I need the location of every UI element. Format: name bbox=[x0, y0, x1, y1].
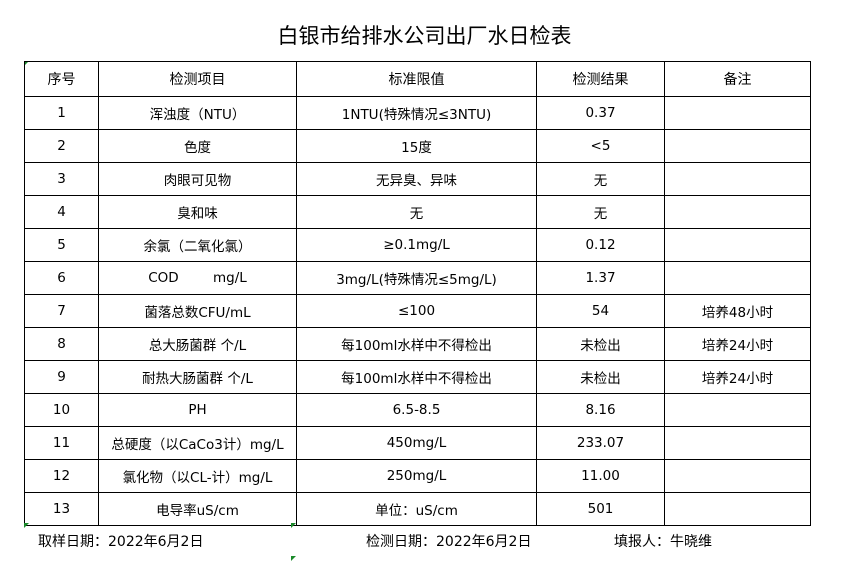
row-limit: 15度 bbox=[296, 129, 537, 163]
row-limit: 无异臭、异味 bbox=[296, 162, 537, 196]
row-result: 0.12 bbox=[536, 228, 665, 262]
table-header-row: 序号 检测项目 标准限值 检测结果 备注 bbox=[24, 61, 811, 97]
row-limit: 每100ml水样中不得检出 bbox=[296, 360, 537, 394]
row-index: 2 bbox=[24, 129, 99, 163]
row-index: 12 bbox=[24, 459, 99, 493]
row-item: 电导率uS/cm bbox=[98, 492, 297, 526]
row-note bbox=[664, 426, 811, 460]
row-result: 233.07 bbox=[536, 426, 665, 460]
row-index: 5 bbox=[24, 228, 99, 262]
table-row: 5 余氯（二氧化氯） ≥0.1mg/L 0.12 bbox=[24, 228, 811, 262]
row-note bbox=[664, 162, 811, 196]
table-row: 7 菌落总数CFU/mL ≤100 54 培养48小时 bbox=[24, 294, 811, 328]
row-limit: 3mg/L(特殊情况≤5mg/L) bbox=[296, 261, 537, 295]
row-limit: 每100ml水样中不得检出 bbox=[296, 327, 537, 361]
row-limit: ≥0.1mg/L bbox=[296, 228, 537, 262]
table-row: 6 COD mg/L 3mg/L(特殊情况≤5mg/L) 1.37 bbox=[24, 261, 811, 295]
row-result: 未检出 bbox=[536, 360, 665, 394]
table-row: 9 耐热大肠菌群 个/L 每100ml水样中不得检出 未检出 培养24小时 bbox=[24, 360, 811, 394]
table-row: 11 总硬度（以CaCo3计）mg/L 450mg/L 233.07 bbox=[24, 426, 811, 460]
row-item: 肉眼可见物 bbox=[98, 162, 297, 196]
row-limit: 6.5-8.5 bbox=[296, 393, 537, 427]
row-item: 臭和味 bbox=[98, 195, 297, 229]
row-index: 13 bbox=[24, 492, 99, 526]
cell-marker-icon bbox=[291, 523, 296, 528]
row-item: PH bbox=[98, 393, 297, 427]
row-item: 色度 bbox=[98, 129, 297, 163]
page-title: 白银市给排水公司出厂水日检表 bbox=[277, 24, 572, 48]
row-note bbox=[664, 129, 811, 163]
row-index: 1 bbox=[24, 96, 99, 130]
row-result: 11.00 bbox=[536, 459, 665, 493]
water-quality-table: 序号 检测项目 标准限值 检测结果 备注 1 浑浊度（NTU） 1NTU(特殊情况≤… bbox=[24, 61, 811, 526]
row-result: 1.37 bbox=[536, 261, 665, 295]
row-index: 3 bbox=[24, 162, 99, 196]
header-note: 备注 bbox=[664, 61, 811, 97]
row-result: 501 bbox=[536, 492, 665, 526]
row-result: 8.16 bbox=[536, 393, 665, 427]
row-note bbox=[664, 492, 811, 526]
row-result: 54 bbox=[536, 294, 665, 328]
row-item: 总大肠菌群 个/L bbox=[98, 327, 297, 361]
row-limit: 250mg/L bbox=[296, 459, 537, 493]
row-limit: 无 bbox=[296, 195, 537, 229]
row-result: 0.37 bbox=[536, 96, 665, 130]
row-index: 11 bbox=[24, 426, 99, 460]
row-note: 培养48小时 bbox=[664, 294, 811, 328]
row-item: 浑浊度（NTU） bbox=[98, 96, 297, 130]
row-note bbox=[664, 261, 811, 295]
row-item: 耐热大肠菌群 个/L bbox=[98, 360, 297, 394]
header-index: 序号 bbox=[24, 61, 99, 97]
table-row: 12 氯化物（以CL-计）mg/L 250mg/L 11.00 bbox=[24, 459, 811, 493]
row-result: <5 bbox=[536, 129, 665, 163]
row-item: 总硬度（以CaCo3计）mg/L bbox=[98, 426, 297, 460]
table-row: 8 总大肠菌群 个/L 每100ml水样中不得检出 未检出 培养24小时 bbox=[24, 327, 811, 361]
row-index: 4 bbox=[24, 195, 99, 229]
table-row: 10 PH 6.5-8.5 8.16 bbox=[24, 393, 811, 427]
row-result: 无 bbox=[536, 195, 665, 229]
header-result: 检测结果 bbox=[536, 61, 665, 97]
row-item: 余氯（二氧化氯） bbox=[98, 228, 297, 262]
row-limit: 450mg/L bbox=[296, 426, 537, 460]
row-note bbox=[664, 228, 811, 262]
row-note bbox=[664, 459, 811, 493]
cell-marker-icon bbox=[24, 523, 29, 528]
row-note: 培养24小时 bbox=[664, 360, 811, 394]
table-row: 13 电导率uS/cm 单位：uS/cm 501 bbox=[24, 492, 811, 526]
row-note bbox=[664, 96, 811, 130]
row-note: 培养24小时 bbox=[664, 327, 811, 361]
row-index: 8 bbox=[24, 327, 99, 361]
row-result: 无 bbox=[536, 162, 665, 196]
row-index: 9 bbox=[24, 360, 99, 394]
row-item: 菌落总数CFU/mL bbox=[98, 294, 297, 328]
row-index: 7 bbox=[24, 294, 99, 328]
header-limit: 标准限值 bbox=[296, 61, 537, 97]
test-date: 检测日期：2022年6月2日 bbox=[366, 534, 532, 550]
reporter: 填报人：牛晓维 bbox=[614, 534, 712, 550]
row-item: 氯化物（以CL-计）mg/L bbox=[98, 459, 297, 493]
cell-marker-icon bbox=[291, 556, 296, 561]
table-row: 4 臭和味无无 bbox=[24, 195, 811, 229]
row-limit: ≤100 bbox=[296, 294, 537, 328]
row-index: 10 bbox=[24, 393, 99, 427]
table-row: 2 色度 15度 <5 bbox=[24, 129, 811, 163]
sampling-date: 取样日期：2022年6月2日 bbox=[38, 534, 204, 550]
row-item: COD mg/L bbox=[98, 261, 297, 295]
row-index: 6 bbox=[24, 261, 99, 295]
header-item: 检测项目 bbox=[98, 61, 297, 97]
table-row: 1 浑浊度（NTU） 1NTU(特殊情况≤3NTU) 0.37 bbox=[24, 96, 811, 130]
row-note bbox=[664, 393, 811, 427]
row-limit: 单位：uS/cm bbox=[296, 492, 537, 526]
row-note bbox=[664, 195, 811, 229]
row-limit: 1NTU(特殊情况≤3NTU) bbox=[296, 96, 537, 130]
row-result: 未检出 bbox=[536, 327, 665, 361]
table-row: 3 肉眼可见物 无异臭、异味无 bbox=[24, 162, 811, 196]
